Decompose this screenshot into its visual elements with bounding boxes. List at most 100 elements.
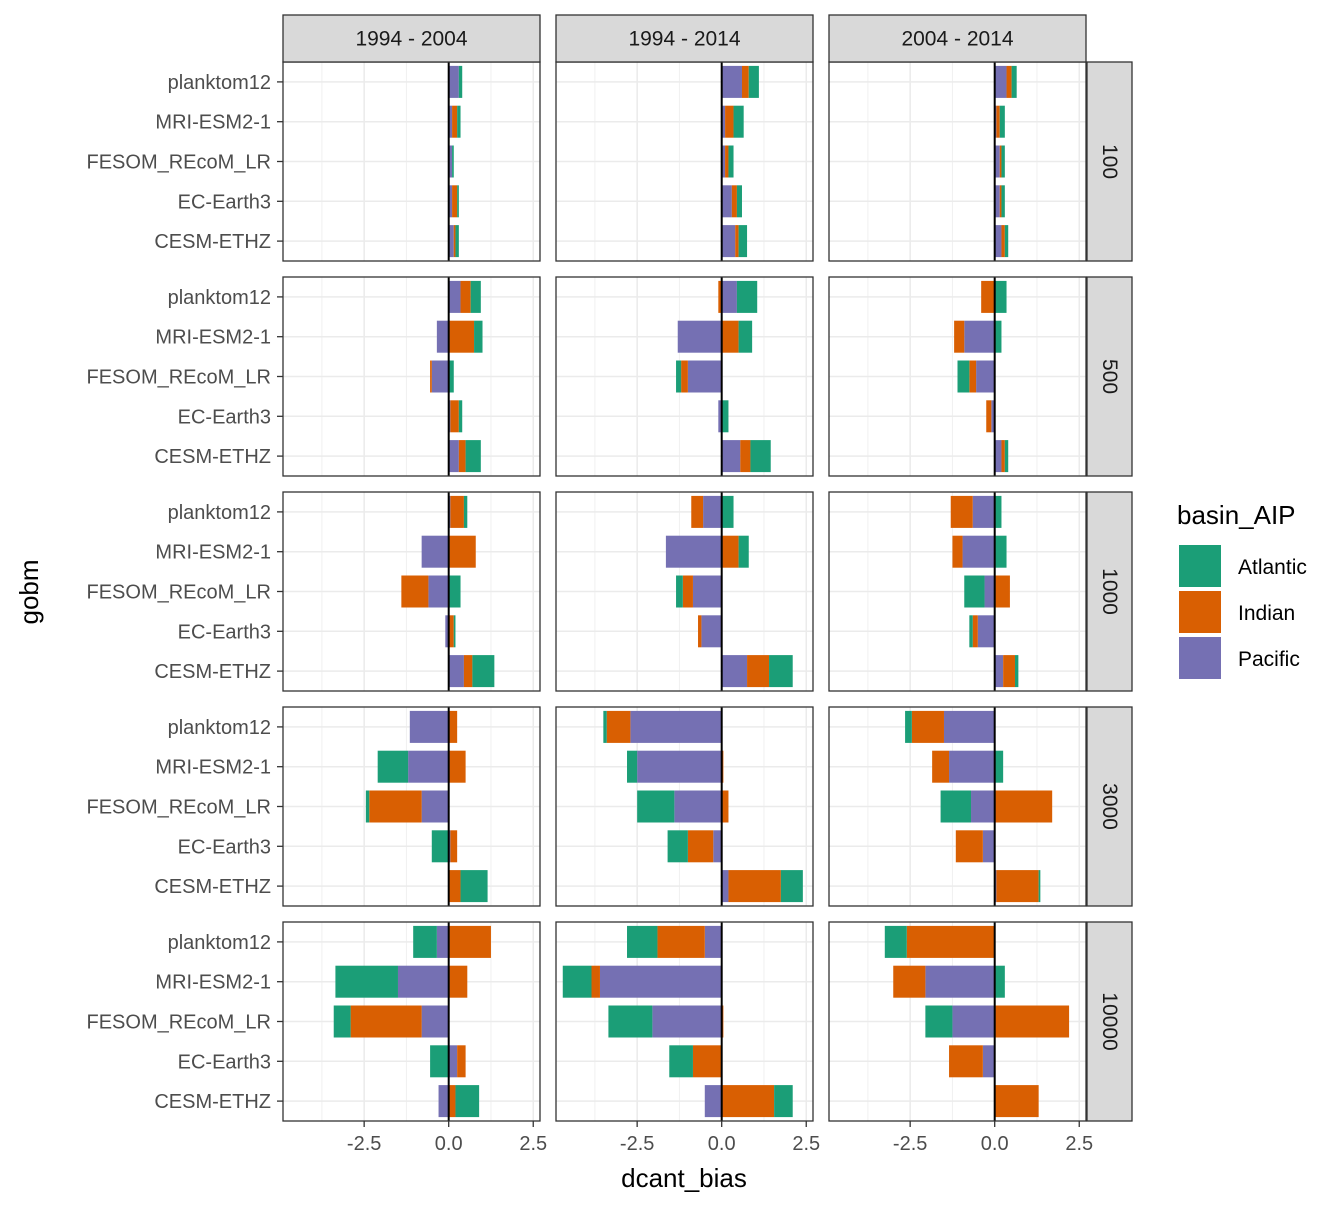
x-tick-label: 0.0 xyxy=(435,1133,463,1155)
bar-indian-ec-earth3 xyxy=(949,1045,983,1078)
bar-atlantic-mri-esm2-1 xyxy=(474,320,483,353)
column-strip-label: 1994 - 2014 xyxy=(628,28,740,51)
bar-indian-cesm-ethz xyxy=(728,870,781,903)
bar-indian-cesm-ethz xyxy=(448,870,461,903)
bar-pacific-planktom12 xyxy=(943,710,995,743)
bar-atlantic-fesom-recom-lr xyxy=(676,575,683,608)
bar-atlantic-planktom12 xyxy=(463,495,468,528)
bar-atlantic-mri-esm2-1 xyxy=(994,535,1007,568)
strip-background xyxy=(1086,61,1133,262)
bar-pacific-planktom12 xyxy=(448,280,461,313)
bar-pacific-fesom-recom-lr xyxy=(652,1005,722,1038)
bar-indian-planktom12 xyxy=(606,710,631,743)
bar-pacific-mri-esm2-1 xyxy=(949,750,995,783)
bar-indian-planktom12 xyxy=(950,495,973,528)
bar-atlantic-ec-earth3 xyxy=(430,1045,449,1078)
bar-atlantic-mri-esm2-1 xyxy=(994,965,1005,998)
strip-background xyxy=(1086,921,1133,1122)
bar-pacific-cesm-ethz xyxy=(994,655,1004,688)
bar-atlantic-cesm-ethz xyxy=(460,870,488,903)
y-tick-label: EC-Earth3 xyxy=(178,406,271,428)
bar-indian-mri-esm2-1 xyxy=(448,320,475,353)
bar-atlantic-ec-earth3 xyxy=(431,830,449,863)
panel-border xyxy=(555,921,814,1122)
bar-indian-fesom-recom-lr xyxy=(721,790,729,823)
bar-atlantic-planktom12 xyxy=(884,925,907,958)
x-tick-label: -2.5 xyxy=(347,1133,381,1155)
panel-100-1994-2014 xyxy=(555,61,814,262)
bar-pacific-fesom-recom-lr xyxy=(994,145,1000,178)
bar-indian-cesm-ethz xyxy=(994,1085,1039,1118)
row-strip-10000: 10000 xyxy=(1086,921,1133,1122)
bar-atlantic-fesom-recom-lr xyxy=(1001,145,1005,178)
bar-atlantic-planktom12 xyxy=(994,280,1007,313)
bar-pacific-planktom12 xyxy=(436,925,449,958)
y-tick-label: planktom12 xyxy=(168,72,271,94)
bar-pacific-planktom12 xyxy=(972,495,995,528)
bar-pacific-cesm-ethz xyxy=(721,440,741,473)
bar-pacific-fesom-recom-lr xyxy=(421,790,449,823)
bar-atlantic-fesom-recom-lr xyxy=(957,360,970,393)
row-strip-100: 100 xyxy=(1086,61,1133,262)
bar-indian-mri-esm2-1 xyxy=(932,750,950,783)
row-strip-500: 500 xyxy=(1086,276,1133,477)
y-tick-label: EC-Earth3 xyxy=(178,191,271,213)
panel-border xyxy=(555,706,814,907)
bar-pacific-planktom12 xyxy=(994,65,1007,98)
bar-atlantic-fesom-recom-lr xyxy=(728,145,734,178)
bar-indian-mri-esm2-1 xyxy=(954,320,965,353)
bar-atlantic-ec-earth3 xyxy=(1001,185,1005,218)
bar-pacific-cesm-ethz xyxy=(448,225,454,258)
x-tick-label: -2.5 xyxy=(620,1133,654,1155)
bar-atlantic-ec-earth3 xyxy=(458,400,463,433)
bar-indian-cesm-ethz xyxy=(747,655,770,688)
bar-pacific-ec-earth3 xyxy=(991,400,995,433)
bar-pacific-planktom12 xyxy=(721,280,737,313)
column-strip-label: 2004 - 2014 xyxy=(901,28,1013,51)
bar-indian-cesm-ethz xyxy=(996,870,1039,903)
bar-indian-mri-esm2-1 xyxy=(952,535,963,568)
panel-100-2004-2014 xyxy=(828,61,1087,262)
panel-3000-1994-2014 xyxy=(555,706,814,907)
bar-pacific-mri-esm2-1 xyxy=(421,535,449,568)
bar-pacific-cesm-ethz xyxy=(721,870,729,903)
bar-atlantic-planktom12 xyxy=(736,280,758,313)
bar-indian-cesm-ethz xyxy=(453,225,456,258)
row-strip-1000: 1000 xyxy=(1086,491,1133,692)
bar-pacific-mri-esm2-1 xyxy=(448,105,453,138)
bar-indian-planktom12 xyxy=(448,710,458,743)
y-tick-label: MRI-ESM2-1 xyxy=(155,542,271,564)
bar-indian-cesm-ethz xyxy=(463,655,473,688)
bar-pacific-cesm-ethz xyxy=(994,440,1002,473)
bar-indian-fesom-recom-lr xyxy=(682,575,693,608)
panel-10000-1994-2004 xyxy=(282,921,541,1122)
bar-indian-planktom12 xyxy=(981,280,995,313)
bar-indian-fesom-recom-lr xyxy=(350,1005,422,1038)
bar-pacific-ec-earth3 xyxy=(713,830,722,863)
legend-key-atlantic xyxy=(1179,545,1221,587)
bar-pacific-fesom-recom-lr xyxy=(692,575,722,608)
bar-atlantic-mri-esm2-1 xyxy=(335,965,398,998)
x-tick-label: 2.5 xyxy=(792,1133,820,1155)
column-strip-label: 1994 - 2004 xyxy=(355,28,467,51)
bar-atlantic-fesom-recom-lr xyxy=(452,145,454,178)
bar-indian-fesom-recom-lr xyxy=(369,790,422,823)
bar-atlantic-cesm-ethz xyxy=(769,655,793,688)
row-strip-label: 100 xyxy=(1098,144,1121,179)
bar-atlantic-planktom12 xyxy=(627,925,658,958)
strip-background xyxy=(1086,491,1133,692)
bar-pacific-fesom-recom-lr xyxy=(952,1005,995,1038)
bar-indian-ec-earth3 xyxy=(452,185,458,218)
y-tick-label: CESM-ETHZ xyxy=(154,231,271,253)
y-tick-label: MRI-ESM2-1 xyxy=(155,757,271,779)
panel-border xyxy=(555,491,814,692)
bar-indian-planktom12 xyxy=(1006,65,1012,98)
bar-pacific-mri-esm2-1 xyxy=(637,750,722,783)
bar-atlantic-mri-esm2-1 xyxy=(457,105,461,138)
bar-pacific-cesm-ethz xyxy=(448,440,459,473)
bar-indian-ec-earth3 xyxy=(731,185,737,218)
bar-indian-planktom12 xyxy=(657,925,705,958)
bar-atlantic-mri-esm2-1 xyxy=(377,750,409,783)
bar-indian-cesm-ethz xyxy=(458,440,466,473)
bar-indian-planktom12 xyxy=(741,65,749,98)
